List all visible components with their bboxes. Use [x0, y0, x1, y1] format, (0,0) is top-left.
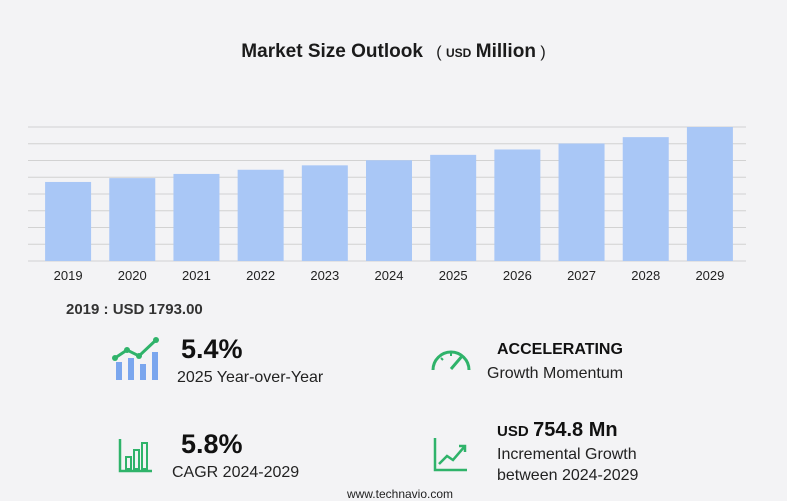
bar-2022 — [237, 169, 284, 261]
line-chart-icon — [433, 438, 467, 472]
bar-2027 — [558, 143, 605, 261]
chart-bars — [45, 127, 733, 261]
incremental-value: USD 754.8 Mn — [497, 419, 618, 442]
x-tick-label: 2027 — [567, 268, 596, 283]
bar-2029 — [686, 127, 733, 261]
chart-title: Market Size Outlook ( USD Million ) — [0, 41, 787, 63]
x-tick-label: 2020 — [118, 268, 147, 283]
incremental-label-1: Incremental Growth — [497, 446, 637, 463]
yoy-value: 5.4% — [181, 334, 243, 364]
momentum-label: Growth Momentum — [487, 365, 624, 382]
bar-2024 — [366, 160, 412, 261]
base-year-value: 2019 : USD 1793.00 — [66, 301, 203, 318]
source-link[interactable]: www.technavio.com — [346, 487, 454, 501]
bar-2023 — [301, 165, 348, 261]
chart-title-unit: USD — [445, 46, 472, 60]
yoy-label: 2025 Year-over-Year — [177, 369, 324, 386]
x-tick-label: 2024 — [375, 268, 404, 283]
x-tick-label: 2023 — [310, 268, 339, 283]
x-tick-label: 2026 — [503, 268, 532, 283]
bar-2025 — [430, 154, 477, 261]
x-tick-label: 2029 — [695, 268, 724, 283]
bar-2026 — [494, 149, 541, 261]
incremental-amount: 754.8 Mn — [533, 419, 618, 441]
bar-chart: 2019 2020 2021 2022 2023 2024 2025 2026 2027 2028… — [28, 126, 746, 283]
chart-title-scale: Million — [475, 41, 536, 62]
bar-2021 — [173, 173, 220, 261]
x-tick-label: 2019 — [54, 268, 83, 283]
momentum-value: ACCELERATING — [497, 341, 623, 358]
bar-chart-icon — [118, 439, 152, 473]
bar-2020 — [109, 178, 156, 261]
chart-title-unit-group: ( USD Million ) — [436, 41, 546, 62]
chart-x-labels: 2019 2020 2021 2022 2023 2024 2025 2026 2027 2028… — [54, 268, 725, 283]
incremental-label-2: between 2024-2029 — [497, 467, 639, 484]
speedometer-icon — [431, 350, 471, 371]
bar-2019 — [45, 181, 92, 261]
chart-title-main: Market Size Outlook — [241, 41, 423, 62]
x-tick-label: 2028 — [631, 268, 660, 283]
cagr-value: 5.8% — [181, 429, 243, 459]
x-tick-label: 2021 — [182, 268, 211, 283]
bar-2028 — [622, 137, 669, 261]
trend-chart-icon — [112, 337, 159, 380]
x-tick-label: 2025 — [439, 268, 468, 283]
x-tick-label: 2022 — [246, 268, 275, 283]
cagr-label: CAGR 2024-2029 — [172, 464, 300, 481]
incremental-unit: USD — [497, 423, 529, 440]
